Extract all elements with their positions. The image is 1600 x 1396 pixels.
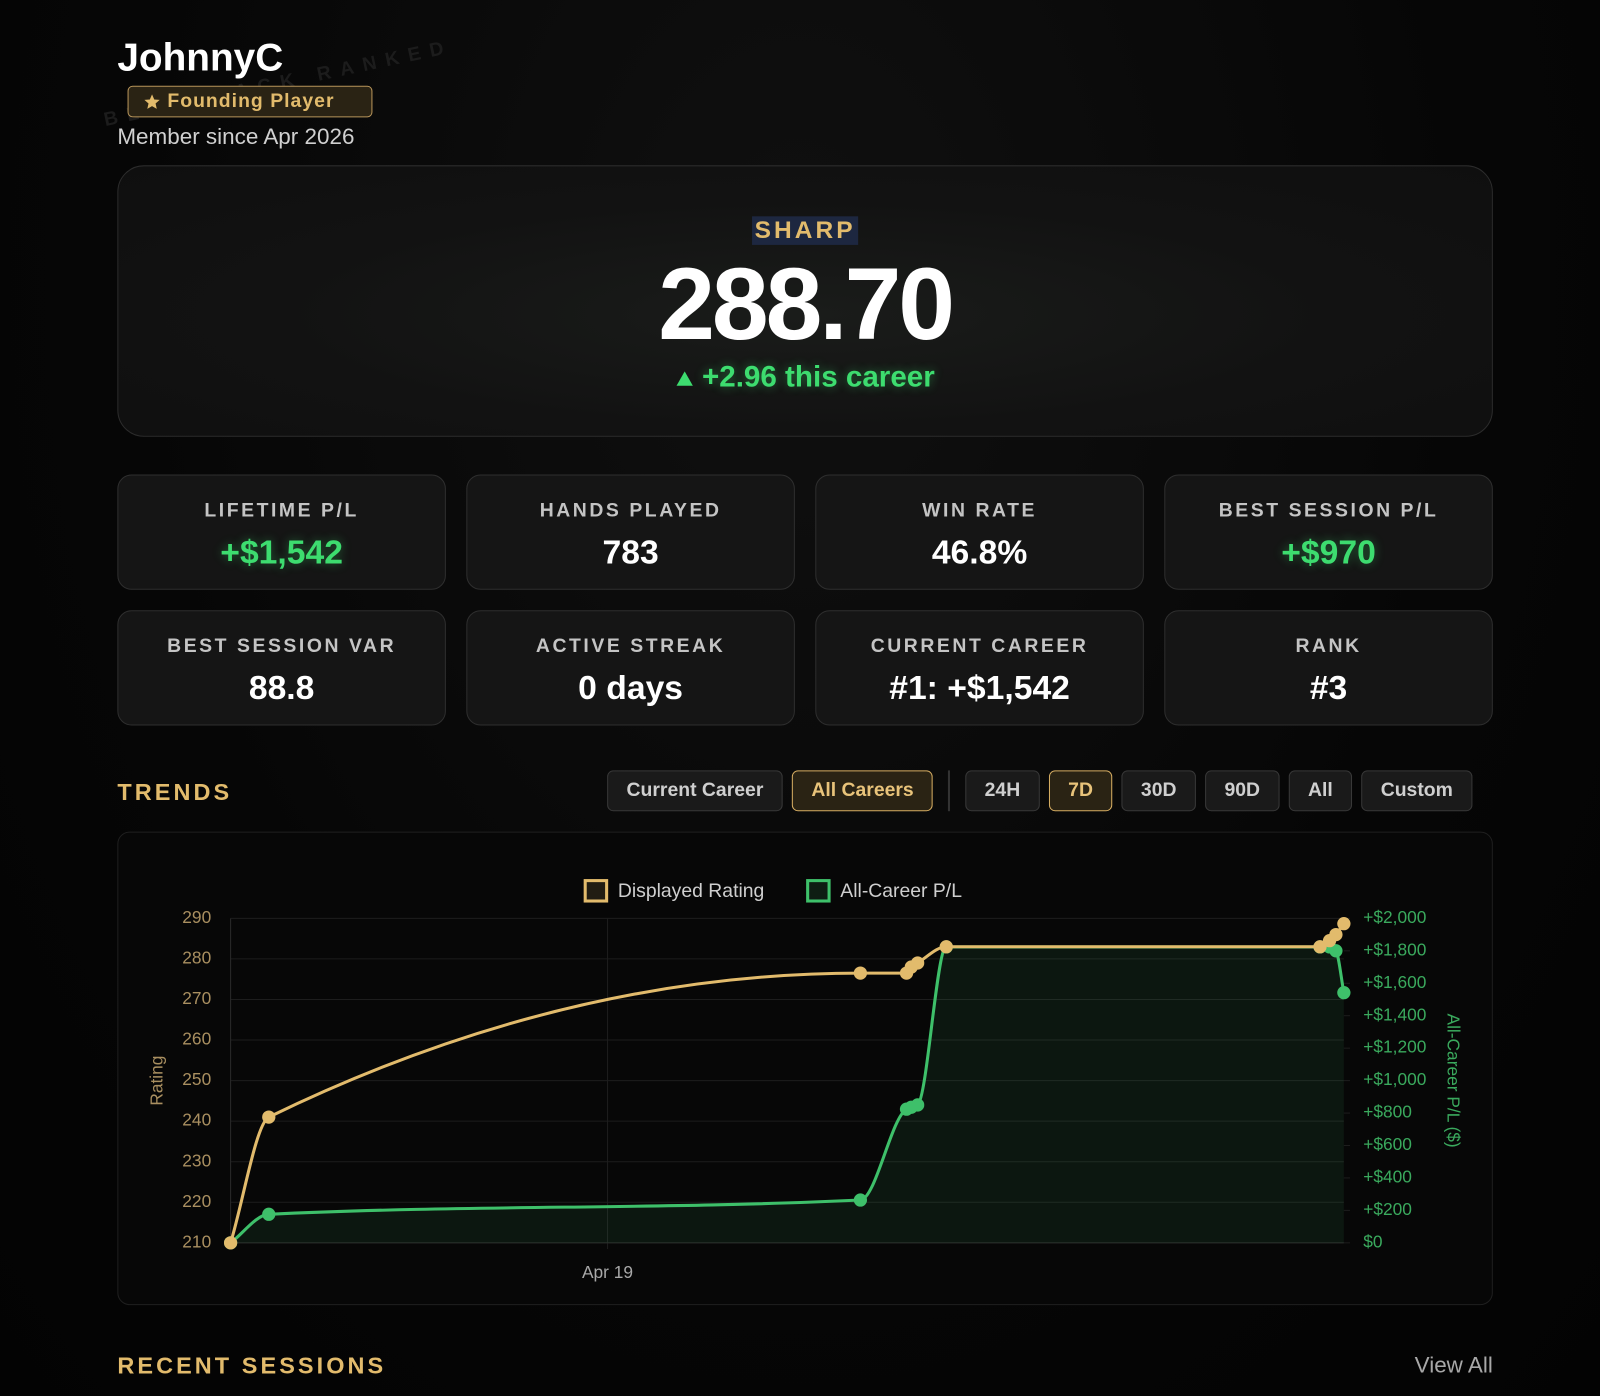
stat-card: BEST SESSION P/L +$970 — [1164, 474, 1493, 590]
stat-card: CURRENT CAREER #1: +$1,542 — [815, 610, 1144, 726]
section-title: TRENDS — [117, 778, 233, 806]
stat-label: HANDS PLAYED — [539, 499, 722, 522]
badge-text: Founding Player — [167, 90, 335, 112]
filters: Current Career All Careers 24H 7D 30D 90D All C… — [607, 770, 1473, 812]
stats-grid: LIFETIME P/L +$1,542 HANDS PLAYED 783 WIN RA… — [117, 474, 1493, 726]
badge: Founding Player — [127, 85, 373, 118]
stat-value: +$1,542 — [220, 532, 343, 571]
section-title: RECENT SESSIONS — [117, 1352, 387, 1379]
tier: SHARP — [752, 216, 858, 245]
stat-value: #3 — [1309, 668, 1348, 707]
star-icon — [144, 93, 160, 109]
stat-value: 88.8 — [248, 668, 315, 707]
member-since: Member since Apr 2026 — [117, 123, 355, 149]
view-all-link[interactable]: View All — [1414, 1352, 1493, 1378]
stat-card: HANDS PLAYED 783 — [466, 474, 795, 590]
stat-label: WIN RATE — [922, 499, 1037, 522]
stat-value: +$970 — [1281, 532, 1376, 571]
up-icon — [676, 370, 693, 386]
filter-button[interactable]: All Careers — [791, 770, 934, 812]
filter-button[interactable]: 24H — [965, 770, 1040, 812]
filter-button[interactable]: 90D — [1205, 770, 1280, 812]
stat-label: CURRENT CAREER — [870, 635, 1089, 658]
filter-button[interactable]: All — [1288, 770, 1353, 812]
stat-value: #1: +$1,542 — [889, 668, 1070, 707]
stat-label: BEST SESSION VAR — [167, 635, 397, 658]
separator — [948, 770, 950, 812]
stat-card: LIFETIME P/L +$1,542 — [117, 474, 446, 590]
stat-card: BEST SESSION VAR 88.8 — [117, 610, 446, 726]
chart-card — [117, 831, 1493, 1306]
stat-label: LIFETIME P/L — [204, 499, 359, 522]
filter-button[interactable]: 7D — [1048, 770, 1113, 812]
stat-label: BEST SESSION P/L — [1218, 499, 1439, 522]
filter-button[interactable]: Current Career — [607, 770, 783, 812]
stat-label: RANK — [1295, 635, 1362, 658]
stat-card: WIN RATE 46.8% — [815, 474, 1144, 590]
stat-label: ACTIVE STREAK — [535, 635, 726, 658]
stat-value: 0 days — [578, 668, 684, 707]
rating-change: +2.96 this career — [118, 361, 1491, 395]
player-name: JohnnyC — [117, 36, 284, 80]
stat-card: ACTIVE STREAK 0 days — [466, 610, 795, 726]
rating: 288.70 — [658, 246, 955, 362]
stat-card: RANK #3 — [1164, 610, 1493, 726]
filter-button[interactable]: Custom — [1361, 770, 1473, 812]
filter-button[interactable]: 30D — [1121, 770, 1196, 812]
stat-value: 783 — [602, 532, 659, 571]
stat-value: 46.8% — [931, 532, 1028, 571]
change-text: +2.96 this career — [701, 361, 935, 394]
rating-card: SHARP 288.70 +2.96 this career — [117, 165, 1493, 437]
